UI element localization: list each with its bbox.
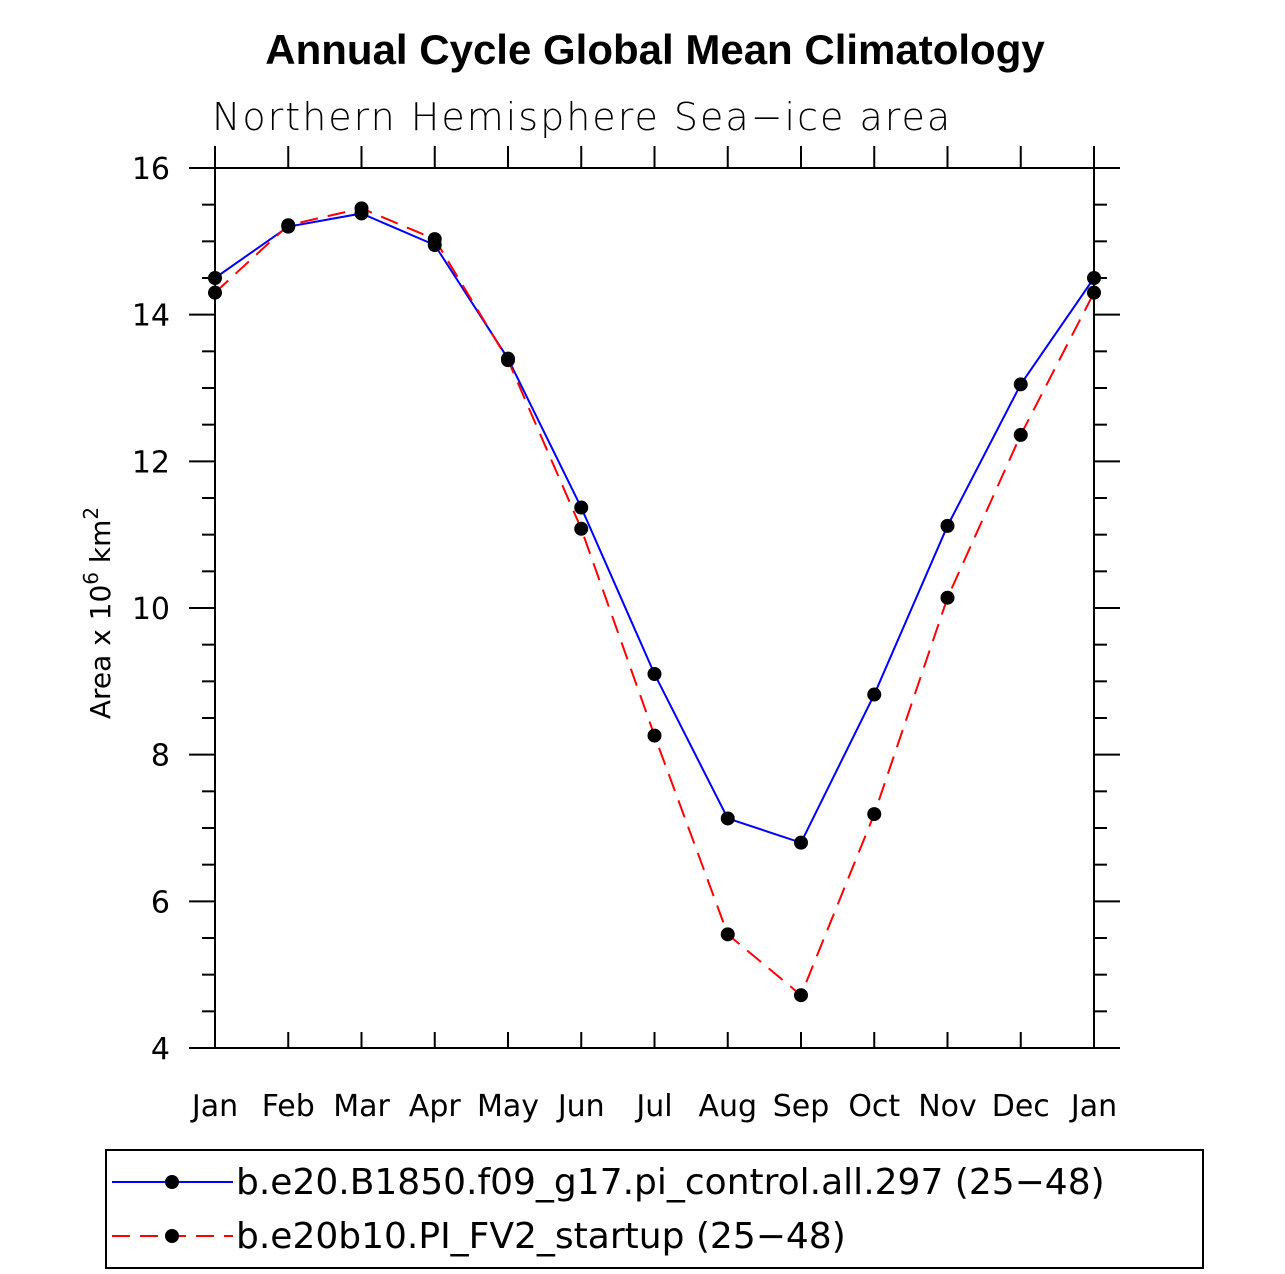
series-2-point xyxy=(427,232,442,247)
legend-box xyxy=(105,1149,1204,1269)
x-axis-ticks: Jan Feb Mar Apr May Jun Jul Aug Sep Oct Nov Dec Jan xyxy=(190,146,1117,1124)
y-tick-label: 14 xyxy=(132,299,170,334)
series-1-point xyxy=(940,518,955,533)
chart-title: Annual Cycle Global Mean Climatology xyxy=(265,26,1045,73)
chart-subtitle: Northern Hemisphere Sea−ice area xyxy=(212,95,952,139)
series-2-point xyxy=(1013,427,1028,442)
x-tick-label: Jan xyxy=(190,1089,238,1124)
x-tick-label: Aug xyxy=(698,1089,757,1124)
series-2-point xyxy=(281,218,296,233)
series-2-point xyxy=(208,285,222,300)
series-2-point xyxy=(501,353,515,368)
series-layer xyxy=(208,201,1101,1003)
series-2-point xyxy=(720,927,735,942)
series-1-point xyxy=(720,811,735,826)
x-tick-label: Jul xyxy=(634,1089,672,1124)
x-tick-label: Jun xyxy=(556,1089,605,1124)
series-2-point xyxy=(794,988,808,1003)
x-tick-label: Feb xyxy=(262,1089,315,1124)
series-1-point xyxy=(1087,271,1101,285)
series-1-point xyxy=(794,835,808,850)
series-2-point xyxy=(940,590,955,605)
series-1-point xyxy=(647,667,662,681)
x-tick-label: Nov xyxy=(918,1089,977,1124)
y-tick-label: 10 xyxy=(132,592,170,627)
series-1-point xyxy=(867,687,882,702)
legend-label-startup: b.e20b10.PI_FV2_startup (25−48) xyxy=(236,1216,846,1257)
series-2-point xyxy=(867,807,882,822)
x-tick-label: Mar xyxy=(333,1089,390,1124)
y-tick-label: 12 xyxy=(132,445,170,480)
legend: b.e20.B1850.f09_g17.pi_control.all.297 (… xyxy=(105,1149,1204,1269)
y-tick-label: 4 xyxy=(151,1032,170,1067)
series-1-point xyxy=(574,500,589,515)
y-tick-label: 6 xyxy=(151,885,170,920)
x-tick-label: Oct xyxy=(848,1089,900,1124)
x-tick-label: Apr xyxy=(409,1089,462,1124)
legend-marker-control xyxy=(165,1175,179,1189)
series-2-point xyxy=(354,201,369,216)
series-line-2 xyxy=(214,207,1095,997)
series-line-1 xyxy=(214,212,1095,844)
x-tick-label: Dec xyxy=(992,1089,1050,1124)
y-tick-label: 8 xyxy=(151,739,170,774)
legend-marker-startup xyxy=(165,1229,179,1243)
y-axis-ticks: 4 6 8 10 12 14 16 xyxy=(132,152,1120,1067)
plot-frame xyxy=(214,167,1095,1049)
y-tick-label: 16 xyxy=(132,152,170,187)
series-1-point xyxy=(208,271,222,285)
series-2-point xyxy=(574,521,589,536)
series-1-point xyxy=(1013,377,1028,392)
series-2-point xyxy=(1087,285,1101,300)
y-axis-label: Area x 106 km2 xyxy=(79,507,117,719)
series-2-point xyxy=(647,728,662,743)
legend-label-control: b.e20.B1850.f09_g17.pi_control.all.297 (… xyxy=(236,1162,1105,1203)
x-tick-label: Sep xyxy=(773,1089,830,1124)
x-tick-label: Jan xyxy=(1069,1089,1117,1124)
x-tick-label: May xyxy=(477,1089,539,1124)
